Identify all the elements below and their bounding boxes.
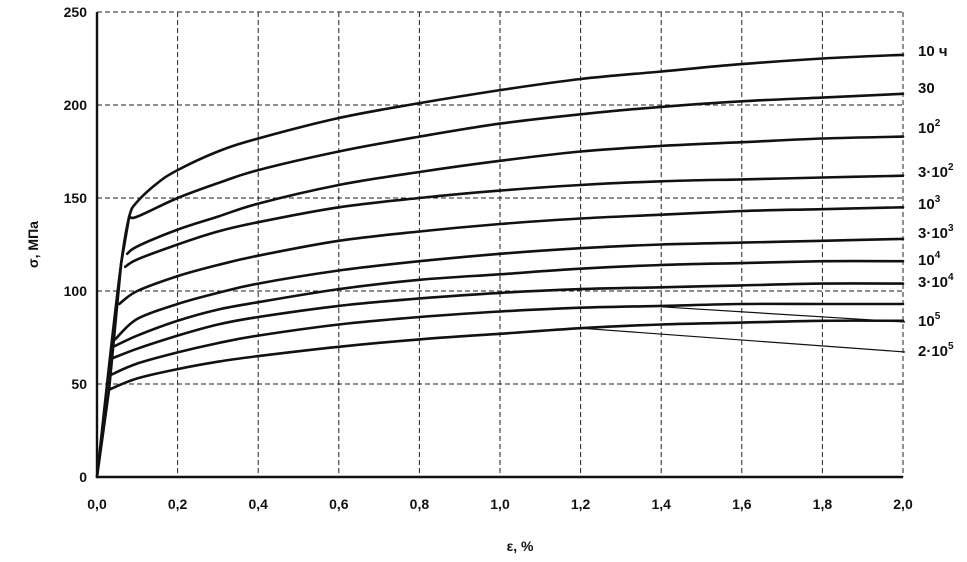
x-tick-label: 0,6	[329, 496, 349, 512]
curve-label-exponent: 5	[935, 311, 941, 322]
x-axis-title: ε, %	[507, 538, 534, 554]
curve-label-text: 2·10	[918, 343, 948, 360]
curve-label-text: 10	[918, 196, 935, 213]
series-curves	[95, 53, 905, 479]
curve-label-text: 10	[918, 120, 935, 137]
curve-label-exponent: 2	[948, 162, 954, 173]
curve-label: 104	[918, 250, 941, 269]
x-tick-label: 1,4	[651, 496, 671, 512]
curve-label: 3·104	[918, 272, 954, 291]
x-tick-label: 0,4	[248, 496, 268, 512]
label-leader-line	[661, 306, 906, 323]
y-tick-label: 100	[64, 283, 88, 299]
curve-label-exponent: 4	[948, 272, 954, 283]
x-tick-label: 2,0	[893, 496, 913, 512]
curve-label-exponent: 3	[935, 194, 941, 205]
series-curve	[113, 237, 905, 341]
x-tick-label: 1,8	[813, 496, 833, 512]
curve-label: 3·102	[918, 162, 954, 181]
series-curve	[117, 206, 905, 306]
y-axis-title: σ, МПа	[25, 221, 41, 268]
series-curve	[111, 259, 905, 349]
series-curve	[125, 135, 905, 256]
curve-label: 102	[918, 118, 941, 137]
label-leader-line	[580, 327, 906, 353]
x-tick-label: 0,8	[410, 496, 430, 512]
curve-label-text: 30	[918, 80, 935, 97]
x-tick-label: 0,2	[168, 496, 188, 512]
curve-label-text: 10	[918, 252, 935, 269]
curve-label: 30	[918, 80, 935, 97]
series-curve	[95, 53, 905, 479]
series-curve	[111, 282, 905, 360]
curve-label: 2·105	[918, 341, 954, 360]
x-tick-label: 1,2	[571, 496, 591, 512]
y-tick-label: 250	[64, 4, 88, 20]
axes	[95, 12, 903, 479]
x-tick-label: 0,0	[87, 496, 107, 512]
series-curve	[123, 174, 905, 269]
curve-label-text: 10 ч	[918, 43, 948, 60]
curve-label-exponent: 3	[948, 223, 954, 234]
series-curve	[107, 319, 905, 391]
curve-label-exponent: 2	[935, 118, 941, 129]
curve-label: 3·103	[918, 223, 954, 242]
y-tick-label: 50	[71, 376, 87, 392]
curve-label: 105	[918, 311, 941, 330]
x-tick-label: 1,0	[490, 496, 510, 512]
curve-label-exponent: 5	[948, 341, 954, 352]
curve-label-text: 3·10	[918, 274, 948, 291]
y-tick-label: 0	[79, 469, 87, 485]
series-curve	[109, 302, 905, 376]
series-curve	[127, 92, 905, 220]
curve-label-text: 10	[918, 313, 935, 330]
curve-label: 10 ч	[918, 43, 948, 60]
y-tick-label: 150	[64, 190, 88, 206]
curve-label-exponent: 4	[935, 250, 941, 261]
curve-label: 103	[918, 194, 941, 213]
y-tick-label: 200	[64, 97, 88, 113]
grid	[97, 11, 904, 477]
x-tick-label: 1,6	[732, 496, 752, 512]
tick-labels: 0,0 0,2 0,4 0,6 0,8 1,0 1,2 1,4 1,6 1,8 2,0 0 50 100 1…	[64, 4, 913, 512]
curve-label-text: 3·10	[918, 225, 948, 242]
curve-label-text: 3·10	[918, 164, 948, 181]
